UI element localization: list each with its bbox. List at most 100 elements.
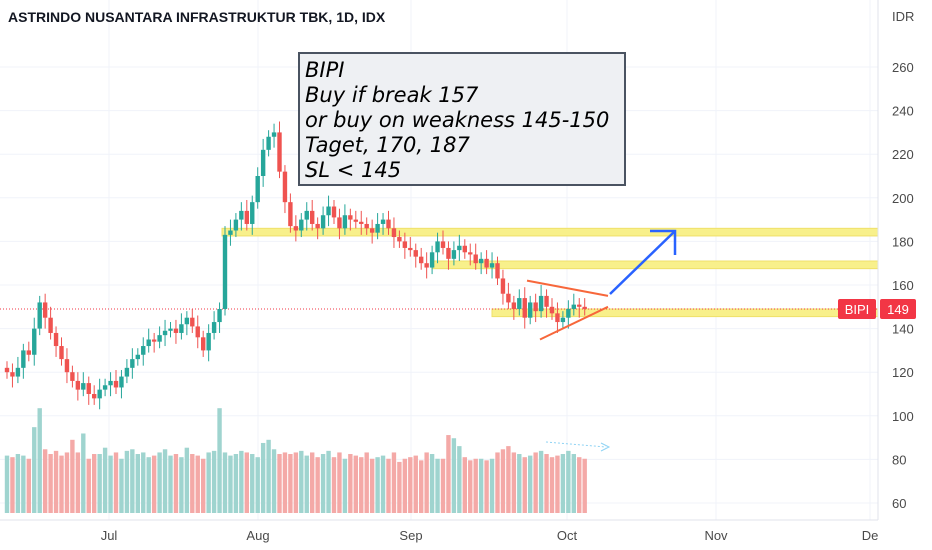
candle-body	[32, 328, 37, 355]
price-tag-value-box	[880, 298, 916, 319]
volume-bar	[75, 452, 81, 513]
candle-body	[320, 215, 326, 229]
candle-body	[255, 176, 260, 203]
volume-bar	[364, 452, 369, 513]
volume-bar	[42, 449, 48, 513]
candle-body	[451, 250, 457, 259]
volume-bar	[566, 450, 571, 513]
volume-bar	[440, 458, 446, 513]
volume-bar	[206, 452, 211, 513]
candle-body	[4, 367, 10, 373]
triangle-upper-line	[526, 279, 609, 297]
volume-bar	[233, 454, 239, 513]
candle-body	[228, 230, 233, 235]
candle-body	[353, 219, 358, 222]
candle-body	[517, 298, 522, 309]
volume-bar	[473, 458, 478, 513]
candle-body	[348, 215, 353, 220]
y-tick-label: 200	[892, 191, 914, 206]
volume-bar	[533, 452, 538, 513]
candle-body	[157, 335, 162, 342]
volume-bar	[506, 446, 511, 513]
y-tick-label: 260	[892, 60, 914, 75]
candle-body	[506, 293, 511, 303]
candle-body	[577, 304, 582, 307]
volume-bar	[560, 454, 566, 513]
volume-bar	[113, 452, 119, 513]
volume-bar	[299, 450, 304, 513]
volume-bar	[162, 449, 168, 513]
candle-body	[413, 250, 418, 257]
volume-bar	[21, 455, 26, 513]
trade-note[interactable]: BIPI Buy if break 157 or buy on weakness…	[298, 52, 626, 186]
candle-body	[468, 252, 473, 255]
candle-body	[141, 346, 146, 355]
candle-body	[201, 337, 206, 351]
candle-body	[250, 202, 255, 224]
candle-body	[108, 380, 113, 386]
volume-bar	[119, 458, 124, 513]
y-tick-label: 220	[892, 147, 914, 162]
volume-bar	[348, 454, 353, 513]
candle-body	[380, 219, 386, 224]
volume-bar	[288, 454, 293, 513]
volume-bar	[184, 447, 190, 513]
candle-body	[566, 308, 571, 318]
candle-body	[75, 380, 81, 390]
volume-bar	[195, 455, 200, 513]
candle-body	[168, 328, 173, 331]
candle-body	[124, 367, 130, 377]
candle-body	[239, 210, 244, 220]
volume-bar	[92, 454, 97, 513]
y-tick-label: 240	[892, 104, 914, 119]
drawings	[526, 229, 677, 452]
candle-body	[484, 258, 489, 268]
candle-body	[15, 367, 21, 377]
candle-body	[359, 221, 364, 224]
volume-bar	[337, 452, 342, 513]
candle-body	[555, 313, 560, 323]
candle-body	[37, 302, 42, 329]
volume-bar	[549, 457, 555, 513]
candle-body	[244, 210, 249, 224]
volume-bar	[500, 449, 506, 513]
candle-body	[533, 302, 538, 312]
y-tick-label: 140	[892, 322, 914, 337]
candle-body	[478, 258, 484, 264]
volume-bar	[380, 455, 386, 513]
candle-body	[369, 228, 375, 233]
target-arrow-line	[609, 230, 676, 295]
volume-bar	[59, 455, 64, 513]
y-tick-label: 160	[892, 278, 914, 293]
volume-bar	[522, 457, 527, 513]
volume-bar	[201, 458, 206, 513]
candle-body	[500, 278, 506, 294]
candle-body	[266, 136, 271, 150]
volume-bar	[271, 449, 277, 513]
candle-body	[64, 359, 70, 373]
y-tick-label: 80	[892, 452, 906, 467]
volume-bar	[97, 454, 102, 513]
candle-body	[511, 302, 517, 309]
candle-body	[495, 263, 500, 279]
price-zone	[221, 227, 879, 237]
price-tag-label: BIPI	[845, 302, 870, 317]
volume-bar	[555, 455, 560, 513]
candle-body	[146, 339, 151, 347]
volume-bar	[255, 457, 260, 513]
candle-body	[582, 306, 587, 309]
volume-bar	[511, 452, 517, 513]
currency-label: IDR	[892, 9, 914, 24]
candle-body	[102, 385, 108, 390]
volume-bar	[326, 450, 331, 513]
volume-bar	[468, 460, 473, 513]
candle-body	[299, 219, 304, 231]
volume-bar	[331, 457, 337, 513]
volume-bar	[53, 450, 59, 513]
volume-bar	[168, 455, 173, 513]
candle-body	[10, 372, 15, 377]
volume-bar	[173, 454, 179, 513]
volume-bar	[489, 458, 495, 513]
volume-bar	[81, 433, 86, 513]
candle-body	[173, 328, 179, 333]
